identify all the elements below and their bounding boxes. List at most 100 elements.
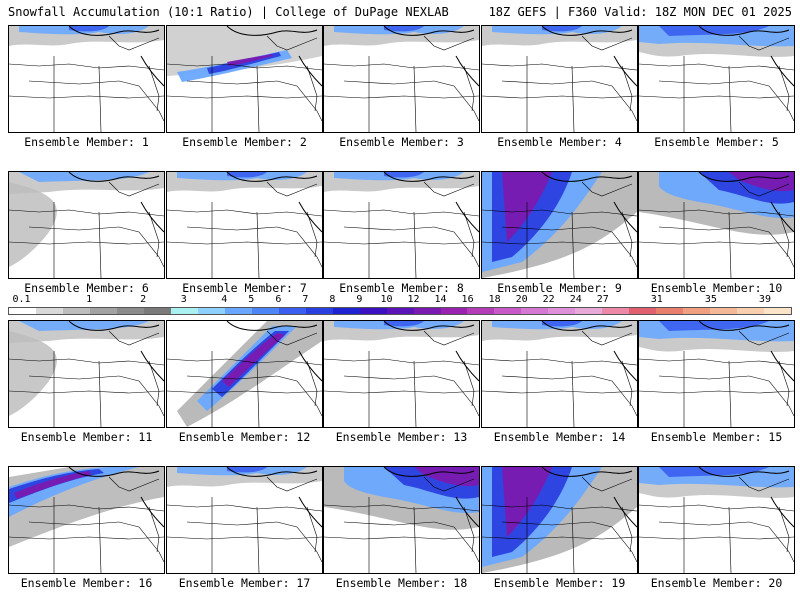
- ensemble-map-10: [638, 171, 795, 279]
- color-scale: 0.1 1 2 3 4 5 6 7 8 9 10 12 14 16 18 20 22 24 27 31 35 39: [8, 294, 792, 316]
- scale-label: 24: [569, 294, 582, 305]
- ensemble-member-label: Ensemble Member: 3: [339, 135, 464, 149]
- snowfall-map: [639, 172, 794, 278]
- scale-swatch: [737, 308, 765, 314]
- scale-swatch: [197, 308, 225, 314]
- snowfall-map: [482, 26, 637, 132]
- ensemble-member-label: Ensemble Member: 14: [493, 430, 626, 444]
- snowfall-map: [324, 172, 479, 278]
- snowfall-map: [324, 321, 479, 427]
- ensemble-map-12: [166, 320, 323, 428]
- ensemble-member-label: Ensemble Member: 5: [654, 135, 779, 149]
- snowfall-map: [482, 467, 637, 573]
- scale-label: 35: [704, 294, 717, 305]
- ensemble-map-6: [8, 171, 165, 279]
- ensemble-member-label: Ensemble Member: 6: [24, 281, 149, 295]
- scale-label: 8: [329, 294, 336, 305]
- scale-swatch: [656, 308, 684, 314]
- scale-swatch: [359, 308, 387, 314]
- scale-label: 9: [356, 294, 363, 305]
- ensemble-member-label: Ensemble Member: 9: [497, 281, 622, 295]
- ensemble-map-2: [166, 25, 323, 133]
- snowfall-map: [9, 172, 164, 278]
- scale-swatch: [332, 308, 360, 314]
- scale-label: 27: [596, 294, 609, 305]
- snowfall-map: [9, 321, 164, 427]
- scale-label: 1: [86, 294, 93, 305]
- ensemble-map-16: [8, 466, 165, 574]
- ensemble-member-label: Ensemble Member: 10: [650, 281, 783, 295]
- ensemble-map-20: [638, 466, 795, 574]
- ensemble-map-11: [8, 320, 165, 428]
- scale-swatch: [413, 308, 441, 314]
- snowfall-map: [324, 467, 479, 573]
- scale-swatch: [386, 308, 414, 314]
- ensemble-map-19: [481, 466, 638, 574]
- ensemble-map-7: [166, 171, 323, 279]
- snowfall-map: [639, 467, 794, 573]
- ensemble-member-label: Ensemble Member: 12: [178, 430, 311, 444]
- scale-swatch: [629, 308, 657, 314]
- scale-swatch: [278, 308, 306, 314]
- scale-swatch: [467, 308, 495, 314]
- ensemble-member-label: Ensemble Member: 1: [24, 135, 149, 149]
- ensemble-member-label: Ensemble Member: 13: [335, 430, 468, 444]
- scale-label: 5: [248, 294, 255, 305]
- scale-swatch: [440, 308, 468, 314]
- scale-swatch: [224, 308, 252, 314]
- ensemble-member-label: Ensemble Member: 11: [20, 430, 153, 444]
- scale-swatch: [305, 308, 333, 314]
- ensemble-map-4: [481, 25, 638, 133]
- scale-label: 39: [758, 294, 771, 305]
- ensemble-map-8: [323, 171, 480, 279]
- ensemble-map-14: [481, 320, 638, 428]
- ensemble-member-label: Ensemble Member: 20: [650, 576, 783, 590]
- scale-label: 10: [380, 294, 393, 305]
- scale-swatch: [602, 308, 630, 314]
- header: Snowfall Accumulation (10:1 Ratio) | Col…: [0, 0, 800, 24]
- ensemble-map-15: [638, 320, 795, 428]
- scale-label: 4: [221, 294, 228, 305]
- snowfall-map: [324, 26, 479, 132]
- scale-label: 3: [180, 294, 187, 305]
- ensemble-map-1: [8, 25, 165, 133]
- scale-swatch: [494, 308, 522, 314]
- scale-swatch: [764, 308, 792, 314]
- snowfall-map: [167, 172, 322, 278]
- snowfall-map: [639, 26, 794, 132]
- ensemble-member-label: Ensemble Member: 4: [497, 135, 622, 149]
- run-info: 18Z GEFS | F360 Valid: 18Z MON DEC 01 20…: [488, 5, 792, 19]
- ensemble-member-label: Ensemble Member: 19: [493, 576, 626, 590]
- scale-swatch: [35, 308, 63, 314]
- ensemble-member-label: Ensemble Member: 8: [339, 281, 464, 295]
- snowfall-map: [167, 321, 322, 427]
- scale-swatch: [521, 308, 549, 314]
- ensemble-map-5: [638, 25, 795, 133]
- scale-swatch: [9, 308, 36, 314]
- ensemble-member-label: Ensemble Member: 17: [178, 576, 311, 590]
- snowfall-map: [167, 26, 322, 132]
- ensemble-member-label: Ensemble Member: 2: [182, 135, 307, 149]
- scale-label: 7: [302, 294, 309, 305]
- scale-label: 31: [650, 294, 663, 305]
- scale-swatch: [548, 308, 576, 314]
- ensemble-member-label: Ensemble Member: 15: [650, 430, 783, 444]
- scale-swatch: [62, 308, 90, 314]
- scale-swatch: [143, 308, 171, 314]
- ensemble-map-9: [481, 171, 638, 279]
- scale-bar: [8, 307, 792, 315]
- scale-label: 12: [407, 294, 420, 305]
- scale-swatch: [575, 308, 603, 314]
- scale-swatch: [251, 308, 279, 314]
- scale-label: 14: [434, 294, 447, 305]
- page-title: Snowfall Accumulation (10:1 Ratio) | Col…: [8, 5, 449, 19]
- scale-label: 16: [461, 294, 474, 305]
- scale-swatch: [170, 308, 198, 314]
- scale-swatch: [710, 308, 738, 314]
- scale-label: 2: [140, 294, 147, 305]
- snowfall-map: [639, 321, 794, 427]
- ensemble-map-18: [323, 466, 480, 574]
- snowfall-map: [167, 467, 322, 573]
- scale-swatch: [116, 308, 144, 314]
- scale-swatch: [683, 308, 711, 314]
